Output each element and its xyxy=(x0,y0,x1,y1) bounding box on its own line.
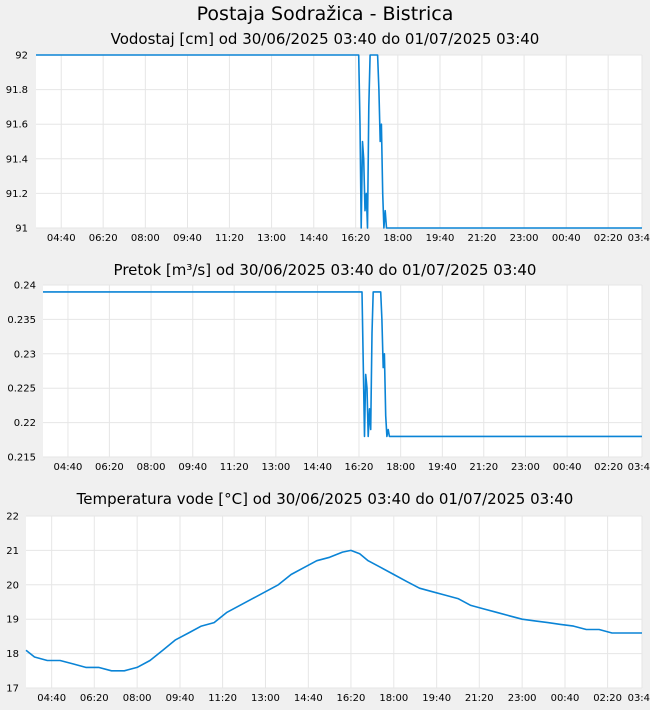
y-tick-label: 0.225 xyxy=(7,384,36,395)
y-tick-label: 22 xyxy=(6,512,19,523)
x-tick-label: 04:40 xyxy=(37,693,66,704)
x-tick-label: 00:40 xyxy=(553,462,582,473)
series-line xyxy=(36,54,642,229)
x-tick-label: 18:00 xyxy=(383,233,412,244)
x-tick-label: 11:20 xyxy=(220,462,249,473)
y-tick-label: 0.235 xyxy=(7,315,36,326)
plot-area xyxy=(43,285,642,457)
x-tick-label: 21:20 xyxy=(468,233,497,244)
chart-2: 17 18 19 20 21 22 04:40 06:20 08:00 09:40 11:20 13:… xyxy=(6,512,650,705)
x-tick-label: 23:00 xyxy=(508,693,537,704)
x-tick-label: 02:20 xyxy=(594,233,623,244)
x-tick-label: 00:40 xyxy=(551,693,580,704)
x-tick-label: 18:00 xyxy=(386,462,415,473)
y-tick-label: 0.24 xyxy=(14,281,36,292)
chart-title-temperatura: Temperatura vode [°C] od 30/06/2025 03:4… xyxy=(76,490,574,508)
x-tick-label: 03:40 xyxy=(628,462,650,473)
x-tick-label: 04:40 xyxy=(47,233,76,244)
y-tick-label: 91.2 xyxy=(6,189,28,200)
x-tick-label: 18:00 xyxy=(379,693,408,704)
x-tick-label: 19:40 xyxy=(422,693,451,704)
y-tick-label: 0.22 xyxy=(14,418,36,429)
x-tick-label: 14:40 xyxy=(303,462,332,473)
x-tick-label: 21:20 xyxy=(465,693,494,704)
chart-0: 91 91.2 91.4 91.6 91.8 92 04:40 06:20 08:00 09:40… xyxy=(6,51,650,245)
x-tick-label: 09:40 xyxy=(173,233,202,244)
x-tick-label: 13:00 xyxy=(261,462,290,473)
chart-1: 0.215 0.22 0.225 0.23 0.235 0.24 04:40 06:20 08:… xyxy=(7,281,650,474)
x-tick-label: 23:00 xyxy=(511,462,540,473)
series-line xyxy=(25,549,642,672)
x-tick-label: 13:00 xyxy=(251,693,280,704)
x-tick-label: 19:40 xyxy=(428,462,457,473)
y-tick-label: 91 xyxy=(15,224,28,235)
y-tick-label: 18 xyxy=(6,649,19,660)
x-tick-label: 21:20 xyxy=(469,462,498,473)
y-tick-label: 91.8 xyxy=(6,85,28,96)
plot-area xyxy=(36,55,642,228)
x-tick-label: 16:20 xyxy=(345,462,374,473)
x-tick-label: 14:40 xyxy=(299,233,328,244)
x-tick-label: 08:00 xyxy=(123,693,152,704)
x-tick-label: 23:00 xyxy=(510,233,539,244)
x-tick-label: 02:20 xyxy=(594,462,623,473)
x-tick-label: 19:40 xyxy=(426,233,455,244)
y-tick-label: 19 xyxy=(6,615,19,626)
y-tick-label: 0.215 xyxy=(7,453,36,464)
y-tick-label: 0.23 xyxy=(14,349,36,360)
y-tick-label: 17 xyxy=(6,684,19,695)
series-line xyxy=(43,291,642,438)
x-tick-label: 02:20 xyxy=(593,693,622,704)
chart-title-pretok: Pretok [m³/s] od 30/06/2025 03:40 do 01/… xyxy=(113,261,537,279)
x-tick-label: 06:20 xyxy=(95,462,124,473)
x-tick-label: 09:40 xyxy=(166,693,195,704)
x-tick-label: 11:20 xyxy=(208,693,237,704)
x-tick-label: 08:00 xyxy=(131,233,160,244)
plot-area xyxy=(26,516,642,688)
x-tick-label: 14:40 xyxy=(294,693,323,704)
x-tick-label: 08:00 xyxy=(137,462,166,473)
x-tick-label: 03:40 xyxy=(628,233,650,244)
x-tick-label: 09:40 xyxy=(178,462,207,473)
x-tick-label: 03:40 xyxy=(628,693,650,704)
chart-title-vodostaj: Vodostaj [cm] od 30/06/2025 03:40 do 01/… xyxy=(110,30,540,48)
x-tick-label: 00:40 xyxy=(552,233,581,244)
y-tick-label: 91.4 xyxy=(6,154,28,165)
x-tick-label: 04:40 xyxy=(54,462,83,473)
y-tick-label: 91.6 xyxy=(6,120,28,131)
y-tick-label: 20 xyxy=(6,580,19,591)
x-tick-label: 06:20 xyxy=(80,693,109,704)
x-tick-label: 06:20 xyxy=(89,233,118,244)
x-tick-label: 16:20 xyxy=(341,233,370,244)
x-tick-label: 13:00 xyxy=(257,233,286,244)
x-tick-label: 16:20 xyxy=(337,693,366,704)
y-tick-label: 21 xyxy=(6,546,19,557)
x-tick-label: 11:20 xyxy=(215,233,244,244)
y-tick-label: 92 xyxy=(15,51,28,62)
page-title: Postaja Sodražica - Bistrica xyxy=(196,3,454,25)
